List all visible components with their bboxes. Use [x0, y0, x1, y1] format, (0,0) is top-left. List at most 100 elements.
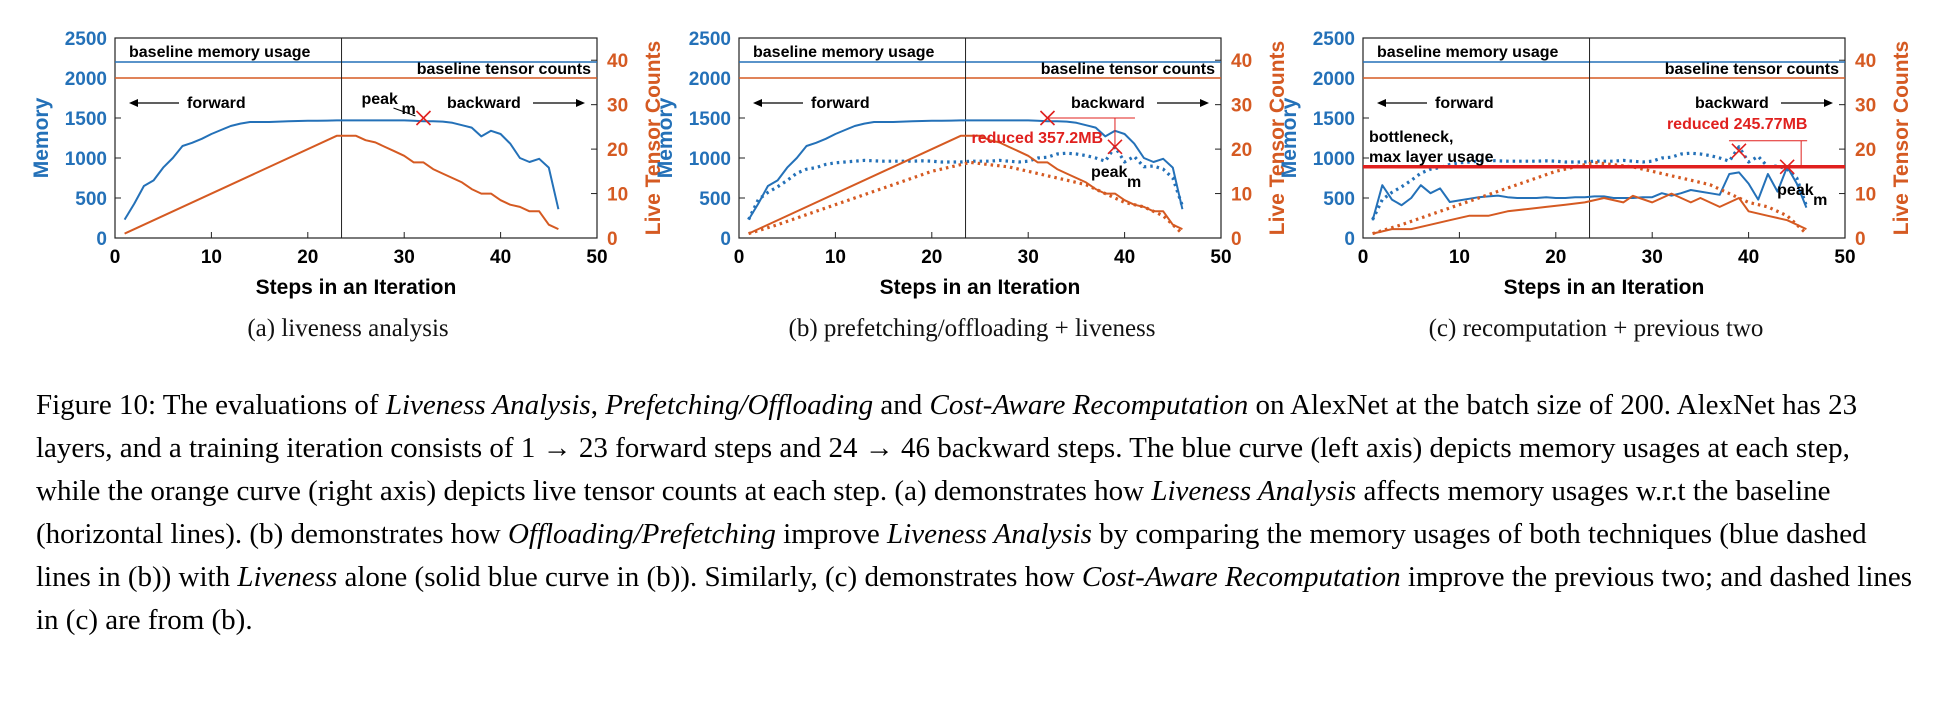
- subcaption-a: (a) liveness analysis: [247, 315, 449, 342]
- subcaption-c: (c) recomputation + previous two: [1428, 315, 1764, 342]
- y-left-tick-label: 2000: [1313, 69, 1355, 90]
- peak-marker: [1731, 143, 1747, 159]
- y-right-tick-label: 30: [1855, 96, 1876, 117]
- caption-run: Cost-Aware Recomputation: [929, 389, 1249, 421]
- x-tick-label: 50: [586, 247, 607, 268]
- bottleneck-label-2: max layer usage: [1369, 149, 1494, 166]
- chart-c: 0 10 20 30 40 5005001000150020002500010203040…: [1278, 29, 1913, 299]
- caption-run: on AlexNet at the batch size of 200. Ale…: [36, 389, 1858, 507]
- forward-arrow-head: [753, 99, 762, 107]
- peak-marker: [415, 110, 432, 126]
- series-line: [124, 134, 559, 235]
- series-line: [1372, 192, 1807, 235]
- series-line: [1372, 160, 1808, 236]
- series-line: [748, 134, 1183, 235]
- chart-b: 0 10 20 30 40 5005001000150020002500010203040…: [654, 29, 1289, 299]
- x-tick-label: 50: [1834, 247, 1855, 268]
- caption-run: Prefetching/Offloading: [605, 389, 874, 421]
- backward-arrow-head: [1200, 99, 1209, 107]
- x-tick-label: 0: [1358, 247, 1369, 268]
- x-axis-label: Steps in an Iteration: [1504, 276, 1705, 299]
- x-axis-label: Steps in an Iteration: [256, 276, 457, 299]
- x-tick-label: 20: [1545, 247, 1566, 268]
- caption-run: alone (solid blue curve in (b)). Similar…: [337, 561, 1082, 593]
- peak-label: peak: [1777, 182, 1814, 199]
- y-left-tick-label: 1500: [1313, 109, 1355, 130]
- forward-label: forward: [1435, 95, 1494, 112]
- x-tick-label: 50: [1210, 247, 1231, 268]
- caption-run: affects memory usages w.r.t the baseline…: [36, 475, 1831, 550]
- x-tick-label: 40: [1738, 247, 1759, 268]
- y-right-axis-label: Live Tensor Counts: [642, 41, 665, 235]
- reduced-label: reduced 357.2MB: [971, 130, 1103, 147]
- y-right-tick-label: 10: [607, 185, 628, 206]
- backward-label: backward: [447, 95, 521, 112]
- series-line: [748, 160, 1184, 236]
- baseline-tensor-label: baseline tensor counts: [1041, 61, 1215, 78]
- plot-frame: [114, 37, 598, 239]
- x-tick-label: 0: [110, 247, 121, 268]
- y-right-tick-label: 40: [1855, 51, 1876, 72]
- y-left-tick-label: 2500: [1313, 29, 1355, 50]
- y-right-axis-label: Live Tensor Counts: [1890, 41, 1913, 235]
- caption-run: Cost-Aware Recomputation: [1081, 561, 1401, 593]
- caption-text: Figure 10: The evaluations of Liveness A…: [36, 384, 1916, 642]
- forward-arrow-head: [129, 99, 138, 107]
- caption-run: ,: [590, 389, 606, 421]
- x-tick-label: 30: [1642, 247, 1663, 268]
- y-left-axis-label: Memory: [1278, 97, 1301, 178]
- peak-sub-label: m: [1813, 192, 1827, 209]
- y-right-tick-label: 0: [1855, 229, 1866, 250]
- x-tick-label: 10: [825, 247, 846, 268]
- y-right-tick-label: 30: [607, 96, 628, 117]
- y-left-tick-label: 0: [96, 229, 107, 250]
- x-axis-label: Steps in an Iteration: [880, 276, 1081, 299]
- forward-label: forward: [811, 95, 870, 112]
- caption-run: Liveness Analysis: [887, 518, 1092, 550]
- figure-caption: Figure 10: The evaluations of Liveness A…: [36, 384, 1916, 642]
- x-tick-label: 30: [394, 247, 415, 268]
- x-tick-label: 10: [1449, 247, 1470, 268]
- baseline-memory-label: baseline memory usage: [753, 44, 935, 61]
- caption-run: improve the previous two; and dashed lin…: [36, 561, 1913, 636]
- y-right-tick-label: 10: [1855, 185, 1876, 206]
- peak-sub-label: m: [1127, 174, 1141, 191]
- caption-run: by comparing the memory usages of both t…: [36, 518, 1867, 593]
- peak-label: peak: [361, 91, 398, 108]
- chart-a: 0 10 20 30 40 5005001000150020002500010203040…: [30, 29, 665, 299]
- bottleneck-label: bottleneck,: [1369, 129, 1453, 146]
- y-right-tick-label: 0: [1231, 229, 1242, 250]
- x-tick-label: 40: [1114, 247, 1135, 268]
- x-tick-label: 0: [734, 247, 745, 268]
- backward-label: backward: [1695, 95, 1769, 112]
- y-left-tick-label: 1000: [689, 149, 731, 170]
- y-left-tick-label: 0: [720, 229, 731, 250]
- y-right-tick-label: 10: [1231, 185, 1252, 206]
- backward-arrow-head: [576, 99, 585, 107]
- caption-run: improve: [775, 518, 888, 550]
- y-left-axis-label: Memory: [30, 97, 53, 178]
- caption-run: Liveness Analysis: [1151, 475, 1357, 507]
- y-right-tick-label: 40: [607, 51, 628, 72]
- y-left-tick-label: 500: [1323, 189, 1355, 210]
- peak-label: peak: [1091, 164, 1128, 181]
- x-tick-label: 30: [1018, 247, 1039, 268]
- series-line: [747, 119, 1184, 221]
- y-right-tick-label: 20: [1231, 140, 1252, 161]
- forward-label: forward: [187, 95, 246, 112]
- backward-label: backward: [1071, 95, 1145, 112]
- subcaption-b: (b) prefetching/offloading + liveness: [788, 315, 1156, 342]
- y-left-axis-label: Memory: [654, 97, 677, 178]
- y-left-tick-label: 500: [75, 189, 107, 210]
- plot-frame: [1362, 37, 1846, 239]
- x-tick-label: 20: [921, 247, 942, 268]
- caption-run: Liveness Analysis: [385, 389, 591, 421]
- series-line: [1371, 145, 1808, 221]
- peak-sub-label: m: [401, 101, 415, 118]
- y-left-tick-label: 1000: [1313, 149, 1355, 170]
- x-tick-label: 40: [490, 247, 511, 268]
- peak-pointer: [393, 107, 416, 117]
- reduced-marker: [1779, 159, 1795, 175]
- reduced-label: reduced 245.77MB: [1667, 116, 1808, 133]
- y-left-tick-label: 2000: [689, 69, 731, 90]
